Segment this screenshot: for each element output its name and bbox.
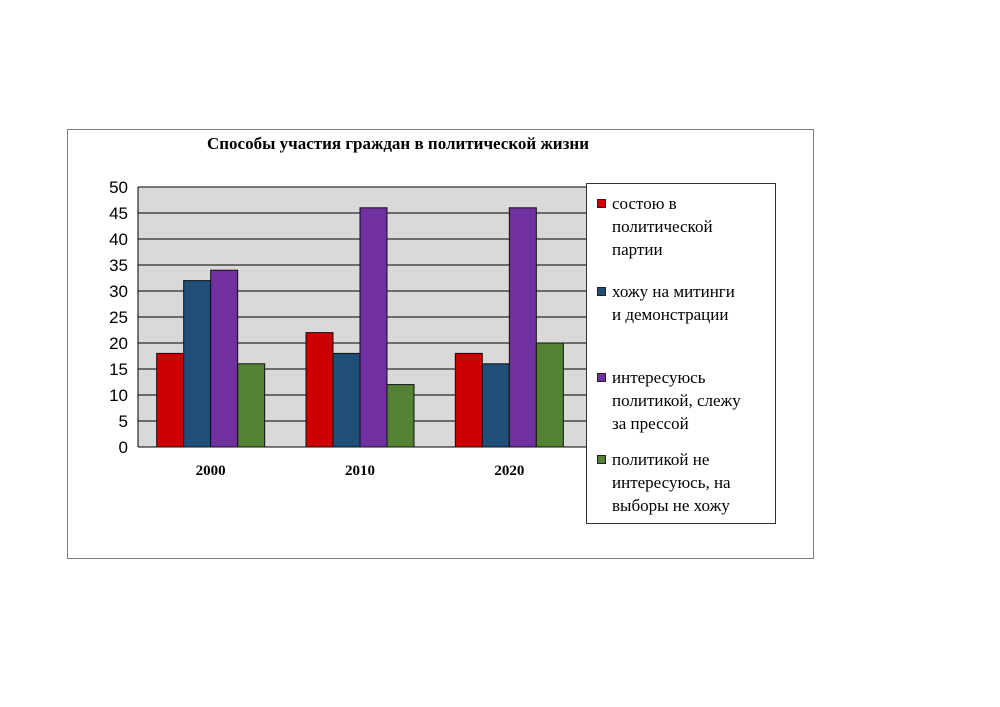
- bar: [156, 352, 185, 448]
- y-tick-label: 10: [109, 386, 128, 405]
- y-tick-label: 45: [109, 204, 128, 223]
- legend-swatch-rallies: [597, 287, 606, 296]
- legend-item-press: интересуюсь политикой, слежу за прессой: [597, 366, 772, 435]
- y-tick-label: 40: [109, 230, 128, 249]
- bar: [481, 363, 510, 448]
- y-tick-label: 15: [109, 360, 128, 379]
- x-category-label: 2010: [345, 463, 375, 479]
- bar: [454, 352, 483, 448]
- legend-label-rallies: хожу на митинги и демонстрации: [612, 282, 735, 324]
- y-tick-label: 35: [109, 256, 128, 275]
- bar-chart-plot: 0 5 10 15 20 25 30 35 40 45 50 2000 2010 2020: [109, 178, 586, 479]
- y-tick-label: 5: [119, 412, 128, 431]
- x-category-label: 2020: [494, 463, 524, 479]
- y-tick-label: 50: [109, 178, 128, 197]
- bar: [210, 269, 239, 448]
- legend-label-press: интересуюсь политикой, слежу за прессой: [612, 368, 741, 433]
- chart-legend: состою в политической партии хожу на мит…: [586, 183, 776, 524]
- legend-swatch-party: [597, 199, 606, 208]
- legend-item-party: состою в политической партии: [597, 192, 772, 261]
- legend-swatch-not-interested: [597, 455, 606, 464]
- bar: [386, 384, 415, 448]
- y-tick-label: 25: [109, 308, 128, 327]
- legend-item-not-interested: политикой не интересуюсь, на выборы не х…: [597, 448, 772, 517]
- legend-item-rallies: хожу на митинги и демонстрации: [597, 280, 772, 326]
- legend-label-party: состою в политической партии: [612, 194, 713, 259]
- chart-frame: Способы участия граждан в политической ж…: [67, 129, 814, 559]
- bar: [237, 363, 266, 448]
- y-tick-label: 30: [109, 282, 128, 301]
- bar: [305, 332, 334, 448]
- bar: [535, 342, 564, 448]
- bar: [183, 280, 212, 448]
- legend-swatch-press: [597, 373, 606, 382]
- x-category-label: 2000: [196, 463, 226, 479]
- y-tick-label: 0: [119, 438, 128, 457]
- chart-title: Способы участия граждан в политической ж…: [206, 134, 590, 153]
- bar: [359, 207, 388, 448]
- y-tick-label: 20: [109, 334, 128, 353]
- bar: [508, 207, 537, 448]
- legend-label-not-interested: политикой не интересуюсь, на выборы не х…: [612, 450, 731, 515]
- bar: [332, 352, 361, 448]
